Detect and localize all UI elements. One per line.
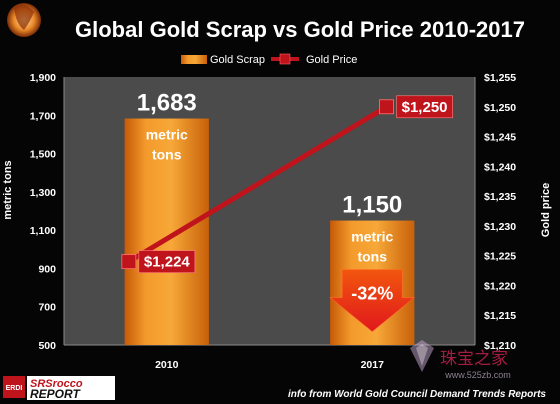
left-tick-label: 1,300 — [30, 187, 56, 199]
bar-value-label: 1,150 — [342, 192, 402, 219]
data-labels: 1,683 metric tons 1,150 metric tons -32% $1,224… — [137, 90, 453, 332]
tick-labels: 500 700 900 1,100 1,300 1,500 1,700 1,900 $1,210… — [30, 72, 517, 371]
right-tick-label: $1,245 — [484, 132, 516, 144]
legend-gold-scrap-swatch — [181, 55, 207, 64]
right-tick-label: $1,235 — [484, 191, 516, 203]
chart-title: Global Gold Scrap vs Gold Price 2010-201… — [75, 17, 525, 42]
bar-unit-label: metric — [146, 127, 188, 143]
legend-gold-price-marker — [279, 53, 291, 65]
x-tick-label: 2017 — [361, 359, 385, 371]
right-tick-label: $1,225 — [484, 251, 516, 263]
bar-gold-scrap — [124, 118, 209, 345]
change-annotation: -32% — [351, 284, 393, 304]
gold-price-label-box — [396, 95, 453, 119]
left-tick-label: 500 — [38, 340, 56, 352]
legend: Gold Scrap Gold Price — [181, 53, 357, 66]
left-tick-label: 900 — [38, 263, 56, 275]
logo-top-text: SRSrocco — [30, 378, 83, 390]
left-tick-label: 1,700 — [30, 110, 56, 122]
gold-price-label: $1,250 — [402, 99, 448, 116]
legend-gold-scrap-label: Gold Scrap — [210, 54, 265, 66]
watermark: 珠宝之家 www.525zb.com — [410, 340, 511, 380]
right-tick-label: $1,240 — [484, 161, 516, 173]
srsrocco-logo: ERDI SRSrocco REPORT — [3, 376, 115, 401]
right-tick-label: $1,220 — [484, 280, 516, 292]
gold-price-line — [127, 104, 388, 264]
logo-small-text: ERDI — [6, 385, 23, 392]
gold-price-marker — [379, 99, 394, 115]
gold-price-marker — [121, 254, 137, 270]
bar-unit-label: tons — [152, 147, 182, 163]
bar-unit-label: metric — [351, 229, 393, 245]
logo-bottom-text: REPORT — [30, 387, 81, 401]
logo-globe-icon — [7, 3, 41, 37]
left-tick-label: 1,900 — [30, 72, 56, 84]
x-tick-label: 2010 — [155, 359, 179, 371]
right-tick-label: $1,255 — [484, 72, 516, 84]
bar-value-label: 1,683 — [137, 90, 197, 117]
down-arrow-icon — [329, 269, 416, 332]
left-tick-label: 1,100 — [30, 225, 56, 237]
watermark-text: 珠宝之家 — [440, 349, 508, 369]
bar-unit-label: tons — [357, 249, 387, 265]
left-axis-title: metric tons — [2, 160, 14, 219]
gold-price-label: $1,224 — [144, 254, 191, 271]
gold-price-label-box — [138, 250, 196, 273]
right-tick-label: $1,250 — [484, 102, 516, 114]
left-tick-label: 700 — [38, 302, 56, 314]
watermark-url: www.525zb.com — [444, 370, 511, 380]
legend-gold-price-label: Gold Price — [306, 54, 357, 66]
source-credit: info from World Gold Council Demand Tren… — [288, 389, 546, 400]
right-tick-label: $1,215 — [484, 310, 516, 322]
right-tick-label: $1,210 — [484, 340, 516, 352]
diamond-icon — [410, 340, 434, 372]
left-tick-label: 1,500 — [30, 149, 56, 161]
right-tick-label: $1,230 — [484, 221, 516, 233]
right-axis-title: Gold price — [540, 183, 552, 237]
price-line — [121, 99, 394, 270]
